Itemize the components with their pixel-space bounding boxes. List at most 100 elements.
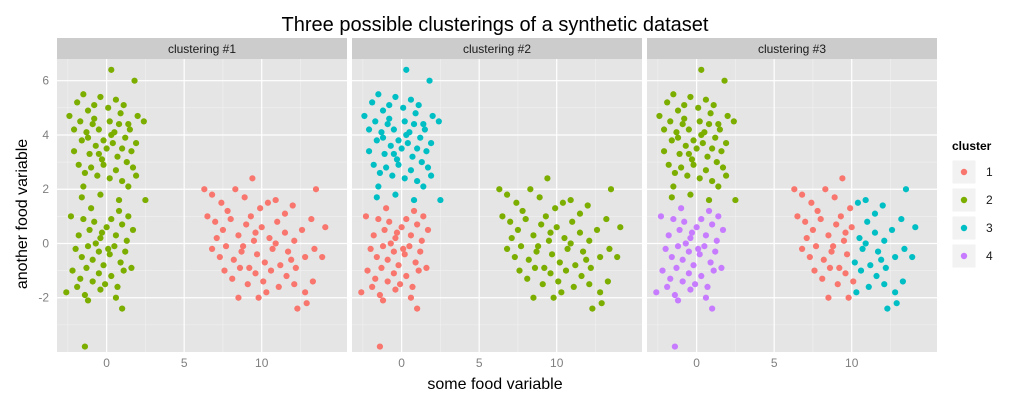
data-point (97, 93, 104, 101)
y-tick-label: 6 (42, 74, 49, 88)
data-point (598, 300, 605, 307)
data-point (548, 251, 556, 258)
data-point (667, 118, 674, 125)
data-point (122, 248, 129, 255)
data-point (250, 237, 258, 244)
data-point (653, 289, 660, 296)
data-point (676, 226, 683, 234)
legend-label: 1 (986, 165, 993, 179)
data-point (702, 96, 710, 103)
data-point (400, 245, 407, 253)
data-point (311, 245, 318, 253)
data-point (97, 191, 104, 198)
data-point (690, 137, 697, 144)
data-point (284, 248, 292, 255)
data-point (257, 205, 264, 212)
data-points (358, 66, 624, 350)
data-point (674, 243, 682, 250)
data-point (103, 224, 110, 231)
data-point (559, 199, 567, 206)
data-point (100, 161, 107, 168)
data-point (673, 129, 680, 136)
data-point (227, 215, 234, 223)
data-point (794, 213, 801, 220)
chart-title: Three possible clusterings of a syntheti… (282, 14, 709, 36)
data-point (392, 234, 399, 242)
data-point (713, 158, 720, 166)
data-point (75, 232, 82, 239)
data-point (294, 305, 301, 312)
data-point (100, 137, 107, 144)
data-point (704, 153, 711, 160)
x-tick-label: 5 (181, 356, 188, 370)
data-point (536, 194, 543, 201)
data-point (401, 118, 408, 125)
data-point (403, 131, 410, 139)
data-point (678, 205, 685, 212)
data-point (660, 148, 668, 155)
data-point (109, 140, 116, 147)
data-point (95, 270, 102, 277)
data-point (687, 286, 694, 293)
data-point (414, 177, 421, 185)
data-point (668, 194, 675, 201)
data-point (406, 243, 413, 250)
data-point (81, 291, 89, 299)
data-point (365, 126, 373, 133)
data-point (387, 240, 394, 247)
data-point (275, 283, 282, 290)
data-point (373, 253, 380, 261)
data-point (398, 145, 405, 152)
data-point (213, 234, 220, 242)
data-point (705, 121, 713, 128)
data-point (80, 91, 87, 98)
data-point (201, 186, 208, 193)
data-point (77, 275, 84, 282)
data-point (825, 232, 832, 239)
data-point (74, 283, 81, 290)
data-point (403, 66, 410, 73)
data-point (690, 262, 697, 269)
data-point (404, 140, 411, 147)
data-point (77, 118, 84, 125)
data-point (705, 207, 713, 215)
data-point (698, 131, 705, 139)
data-point (396, 281, 404, 288)
data-point (302, 253, 309, 261)
data-point (715, 213, 722, 220)
data-point (134, 112, 141, 120)
data-point (418, 158, 425, 166)
data-point (106, 118, 113, 125)
data-point (272, 196, 279, 204)
data-point (105, 104, 112, 111)
data-point (811, 267, 818, 274)
y-tick-label: 2 (42, 182, 49, 196)
data-point (691, 281, 699, 288)
data-point (544, 175, 551, 182)
data-point (95, 150, 102, 158)
data-point (671, 169, 679, 177)
data-point (690, 161, 697, 168)
data-point (312, 186, 320, 193)
data-point (660, 126, 668, 133)
data-point (83, 129, 90, 136)
data-point (730, 118, 737, 125)
data-point (98, 156, 106, 163)
data-point (674, 107, 682, 114)
data-point (125, 183, 132, 190)
data-point (871, 229, 879, 236)
data-point (882, 264, 889, 271)
data-point (119, 305, 126, 312)
data-point (420, 121, 427, 128)
data-point (668, 137, 675, 144)
data-point (112, 232, 120, 239)
data-point (63, 289, 70, 296)
data-point (379, 107, 387, 114)
data-point (696, 118, 703, 125)
plot-background (57, 59, 347, 352)
legend-entry: 4 (951, 243, 993, 269)
data-point (545, 237, 553, 244)
data-point (410, 207, 418, 215)
data-point (401, 175, 408, 182)
data-point (302, 289, 309, 296)
